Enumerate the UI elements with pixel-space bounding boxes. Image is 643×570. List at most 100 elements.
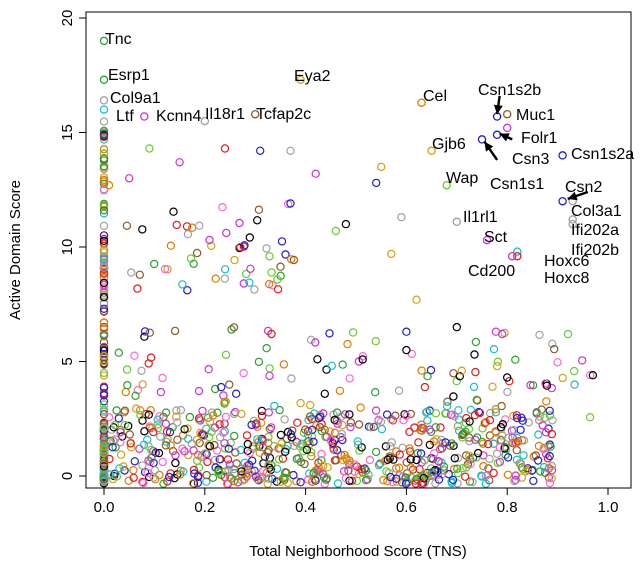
data-point	[131, 391, 140, 400]
data-point	[136, 411, 145, 420]
data-point	[99, 351, 109, 361]
data-point	[160, 264, 170, 274]
data-point	[453, 469, 463, 478]
data-point	[156, 432, 165, 441]
data-point	[442, 402, 452, 411]
data-point	[383, 455, 392, 464]
data-point	[99, 254, 109, 263]
data-point	[116, 428, 125, 437]
data-point	[124, 174, 134, 183]
data-point	[197, 430, 207, 439]
data-point	[465, 451, 474, 461]
data-point	[286, 430, 296, 439]
data-point	[99, 357, 109, 366]
data-point	[353, 437, 362, 446]
data-point	[178, 280, 187, 289]
data-point	[166, 241, 176, 250]
data-point	[489, 345, 499, 354]
data-point	[220, 439, 229, 448]
data-point	[262, 344, 271, 353]
highlight-point	[200, 116, 210, 126]
data-point	[286, 199, 295, 208]
data-point	[276, 262, 285, 271]
data-point	[247, 456, 257, 465]
data-point	[329, 443, 338, 453]
data-point	[144, 442, 153, 451]
data-point	[341, 474, 351, 483]
arrow-head	[484, 141, 494, 152]
data-point	[149, 473, 158, 482]
data-point	[542, 397, 551, 406]
data-point	[99, 286, 109, 295]
data-point	[426, 427, 436, 437]
data-point	[468, 477, 477, 487]
label-sct: Sct	[484, 229, 508, 246]
data-point	[222, 228, 231, 238]
data-point	[105, 470, 114, 479]
data-point	[454, 406, 463, 415]
data-point	[242, 431, 252, 440]
data-point	[441, 438, 450, 447]
data-point	[539, 445, 548, 454]
data-point	[171, 458, 180, 468]
data-point	[493, 458, 502, 468]
data-point	[259, 466, 268, 476]
axes-layer	[85, 11, 632, 489]
data-point	[189, 446, 198, 455]
data-point	[455, 372, 464, 381]
data-point	[279, 473, 288, 483]
data-point	[406, 409, 415, 419]
data-point	[357, 443, 366, 452]
data-point	[205, 235, 214, 245]
highlight-point	[568, 215, 577, 224]
data-point	[99, 318, 109, 327]
data-point	[443, 397, 452, 406]
data-point	[214, 467, 223, 476]
data-point	[99, 186, 109, 195]
data-point	[401, 473, 410, 482]
data-point	[316, 412, 325, 421]
data-point	[99, 162, 109, 171]
data-point	[104, 180, 114, 190]
data-point	[392, 464, 401, 473]
data-point	[193, 450, 203, 460]
data-point	[229, 476, 239, 486]
x-tick-label: 0.0	[94, 499, 115, 516]
data-point	[268, 474, 277, 483]
data-point	[290, 441, 299, 451]
data-point	[99, 298, 109, 308]
x-tick-label: 1.0	[598, 499, 619, 516]
data-point	[489, 468, 498, 478]
data-point	[348, 328, 358, 337]
data-point	[448, 410, 457, 419]
data-point	[239, 279, 248, 288]
data-point	[230, 255, 239, 265]
data-point	[146, 406, 155, 415]
data-point	[306, 400, 315, 410]
highlight-point	[477, 135, 487, 144]
data-point	[99, 307, 109, 316]
data-point	[545, 478, 555, 488]
data-point	[99, 260, 109, 269]
data-point	[484, 464, 493, 473]
highlight-point	[99, 96, 109, 105]
data-point	[146, 353, 156, 362]
data-point	[162, 437, 171, 446]
data-point	[138, 380, 147, 389]
data-point	[452, 322, 461, 332]
highlight-point	[99, 75, 109, 85]
data-point	[216, 382, 226, 392]
data-point	[548, 339, 557, 348]
data-point	[540, 413, 549, 422]
data-point	[481, 471, 491, 481]
data-point	[309, 437, 318, 446]
data-point	[527, 466, 537, 475]
label-csn3: Csn3	[512, 151, 549, 168]
data-point	[175, 158, 184, 167]
data-point	[220, 427, 229, 436]
data-point	[379, 475, 388, 485]
data-point	[255, 448, 264, 457]
data-point	[140, 427, 149, 436]
label-wap: Wap	[446, 170, 478, 187]
data-point	[311, 169, 320, 178]
